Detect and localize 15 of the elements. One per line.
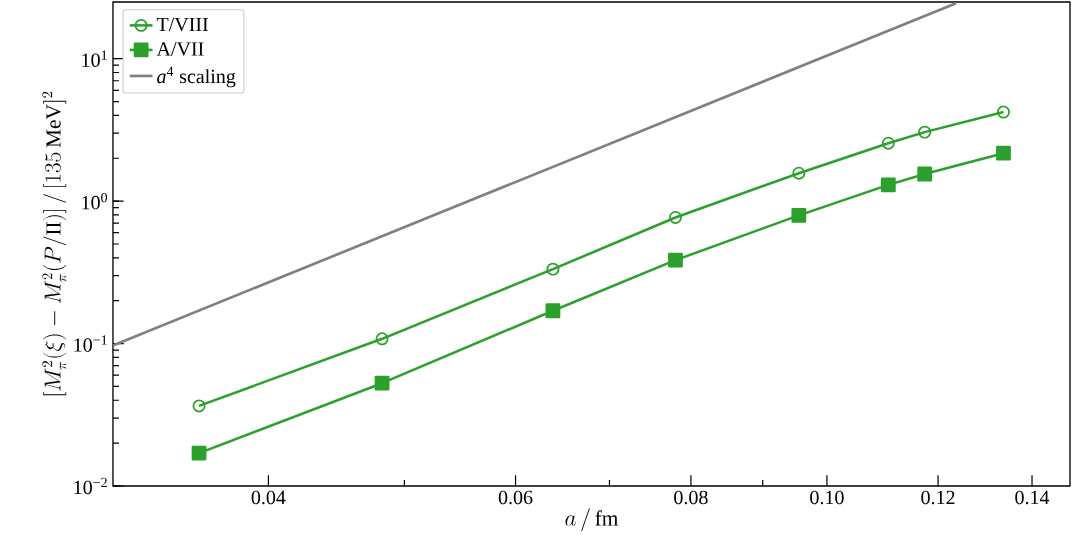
y-tick-label: 10$^{−2}$ bbox=[74, 477, 107, 495]
y-tick-label: 10$^{0}$ bbox=[82, 192, 108, 210]
legend-label: A/VII bbox=[156, 42, 204, 56]
x-tick-label: 0.14 bbox=[1015, 490, 1050, 505]
x-tick-label: 0.08 bbox=[674, 490, 708, 505]
y-tick-label: 10$^{−1}$ bbox=[74, 335, 107, 352]
y-tick-label: 10$^{1}$ bbox=[82, 50, 107, 67]
x-tick-label: 0.06 bbox=[498, 490, 533, 505]
x-tick-label: 0.12 bbox=[921, 490, 955, 505]
x-tick-label: 0.04 bbox=[251, 490, 286, 505]
legend-label: T/VIII bbox=[156, 17, 208, 32]
x-tick-label: 0.10 bbox=[810, 490, 844, 505]
legend-label: a$^{4}$ scaling bbox=[157, 66, 236, 88]
x-axis-title: $a\,/\,\mathrm{fm}$ bbox=[565, 508, 619, 532]
y-axis-title: $[M_\pi^2(\xi) - M_\pi^2(P/\mathrm{II})]\,/\,[135\,\mathrm{MeV}]^2$ bbox=[42, 91, 67, 396]
